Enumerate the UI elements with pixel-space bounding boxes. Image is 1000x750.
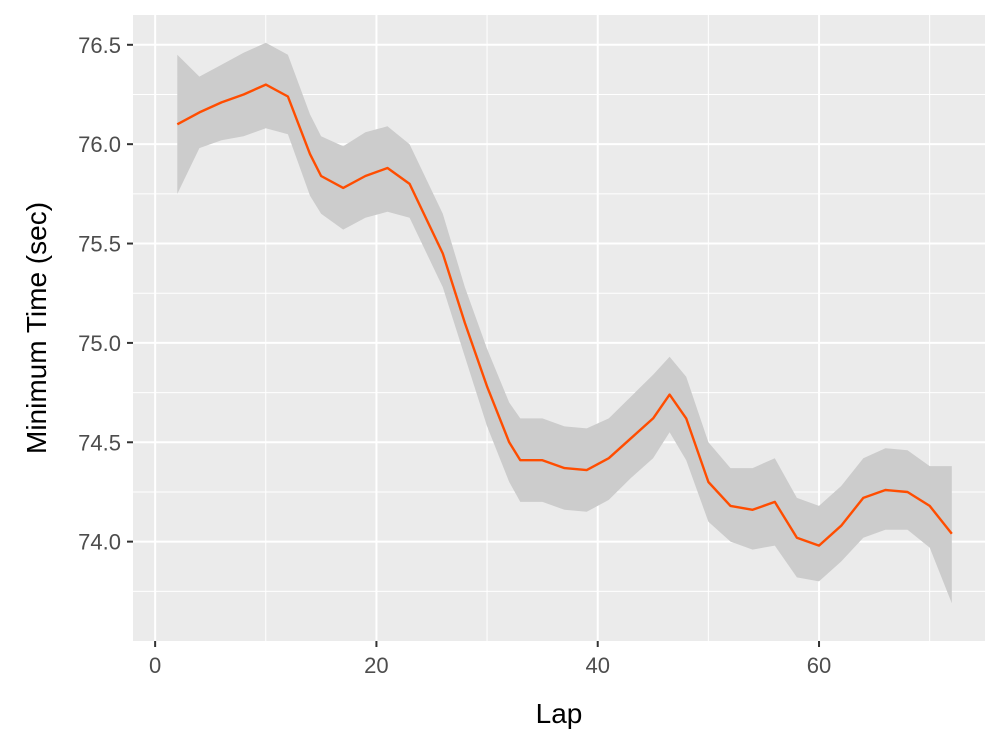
x-axis: 0 20 40 60: [149, 641, 831, 678]
y-tick-label: 76.5: [78, 33, 121, 58]
x-tick-label: 0: [149, 653, 161, 678]
x-axis-title: Lap: [536, 698, 583, 729]
confidence-band: [177, 42, 952, 604]
series-line: [176, 83, 953, 547]
x-tick-label: 20: [364, 653, 388, 678]
y-tick-label: 75.0: [78, 331, 121, 356]
y-axis-title: Minimum Time (sec): [21, 202, 52, 454]
y-tick-label: 76.0: [78, 132, 121, 157]
series-layer: [176, 42, 953, 604]
y-axis: 74.0 74.5 75.0 75.5 76.0 76.5: [78, 33, 133, 555]
x-tick-label: 60: [807, 653, 831, 678]
y-tick-label: 74.0: [78, 530, 121, 555]
x-tick-label: 40: [585, 653, 609, 678]
y-tick-label: 75.5: [78, 232, 121, 257]
grid-major: [133, 15, 985, 641]
y-tick-label: 74.5: [78, 430, 121, 455]
